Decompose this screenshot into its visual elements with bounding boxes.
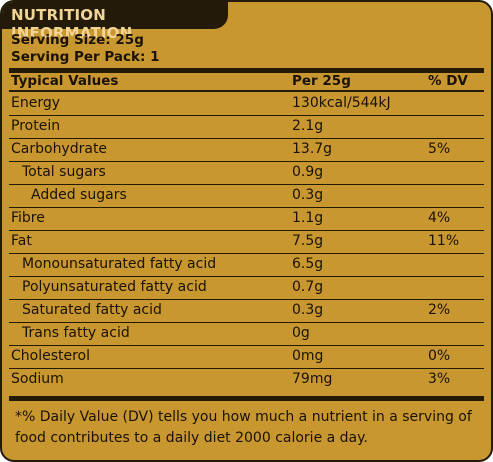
col-header-per-25g: Per 25g xyxy=(292,73,351,89)
row-divider xyxy=(9,160,484,162)
row-per-25g: 130kcal/544kJ xyxy=(292,95,391,111)
servings-per-pack: Serving Per Pack: 1 xyxy=(11,49,160,65)
divider-bottom xyxy=(9,396,484,401)
row-name: Trans fatty acid xyxy=(22,325,130,341)
row-name: Fat xyxy=(11,233,32,249)
row-name: Fibre xyxy=(11,210,45,226)
row-name: Saturated fatty acid xyxy=(22,302,162,318)
table-row: Polyunsaturated fatty acid 0.7g xyxy=(2,277,491,300)
table-row: Added sugars 0.3g xyxy=(2,185,491,208)
row-divider xyxy=(9,206,484,208)
row-name: Total sugars xyxy=(22,164,106,180)
row-per-25g: 13.7g xyxy=(292,141,333,157)
row-divider xyxy=(9,137,484,139)
row-per-25g: 79mg xyxy=(292,371,333,387)
col-header-typical-values: Typical Values xyxy=(11,73,119,89)
row-name: Protein xyxy=(11,118,61,134)
table-row: Fibre 1.1g 4% xyxy=(2,208,491,231)
row-divider xyxy=(9,275,484,277)
table-row: Saturated fatty acid 0.3g 2% xyxy=(2,300,491,323)
table-row: Energy 130kcal/544kJ xyxy=(2,93,491,116)
table-row: Trans fatty acid 0g xyxy=(2,323,491,346)
table-row: Carbohydrate 13.7g 5% xyxy=(2,139,491,162)
row-name: Sodium xyxy=(11,371,64,387)
table-row: Fat 7.5g 11% xyxy=(2,231,491,254)
header-tab: NUTRITION INFORMATION xyxy=(2,2,228,42)
table-row: Protein 2.1g xyxy=(2,116,491,139)
row-divider xyxy=(9,321,484,323)
row-per-25g: 7.5g xyxy=(292,233,324,249)
divider-header xyxy=(9,90,484,92)
divider-thick xyxy=(9,68,484,73)
row-per-25g: 0.3g xyxy=(292,187,324,203)
row-per-25g: 0.9g xyxy=(292,164,324,180)
table-row: Monounsaturated fatty acid 6.5g xyxy=(2,254,491,277)
row-divider xyxy=(9,298,484,300)
row-per-25g: 0.3g xyxy=(292,302,324,318)
row-per-25g: 0.7g xyxy=(292,279,324,295)
table-row: Total sugars 0.9g xyxy=(2,162,491,185)
row-divider xyxy=(9,367,484,369)
row-dv: 3% xyxy=(428,371,451,387)
row-per-25g: 1.1g xyxy=(292,210,324,226)
row-per-25g: 6.5g xyxy=(292,256,324,272)
table-row: Cholesterol 0mg 0% xyxy=(2,346,491,369)
row-per-25g: 0mg xyxy=(292,348,324,364)
row-per-25g: 2.1g xyxy=(292,118,324,134)
row-divider xyxy=(9,229,484,231)
row-dv: 5% xyxy=(428,141,451,157)
row-name: Monounsaturated fatty acid xyxy=(22,256,217,272)
table-row: Sodium 79mg 3% xyxy=(2,369,491,392)
row-divider xyxy=(9,252,484,254)
row-dv: 11% xyxy=(428,233,460,249)
footnote: *% Daily Value (DV) tells you how much a… xyxy=(15,409,472,446)
row-name: Energy xyxy=(11,95,61,111)
row-divider xyxy=(9,114,484,116)
row-dv: 0% xyxy=(428,348,451,364)
row-name: Added sugars xyxy=(31,187,127,203)
row-divider xyxy=(9,183,484,185)
row-dv: 4% xyxy=(428,210,451,226)
row-name: Polyunsaturated fatty acid xyxy=(22,279,207,295)
col-header-dv: % DV xyxy=(428,73,468,89)
serving-size: Serving Size: 25g xyxy=(11,32,144,48)
panel-title: NUTRITION INFORMATION xyxy=(11,6,133,42)
row-dv: 2% xyxy=(428,302,451,318)
row-divider xyxy=(9,344,484,346)
row-name: Cholesterol xyxy=(11,348,91,364)
row-per-25g: 0g xyxy=(292,325,310,341)
row-name: Carbohydrate xyxy=(11,141,108,157)
